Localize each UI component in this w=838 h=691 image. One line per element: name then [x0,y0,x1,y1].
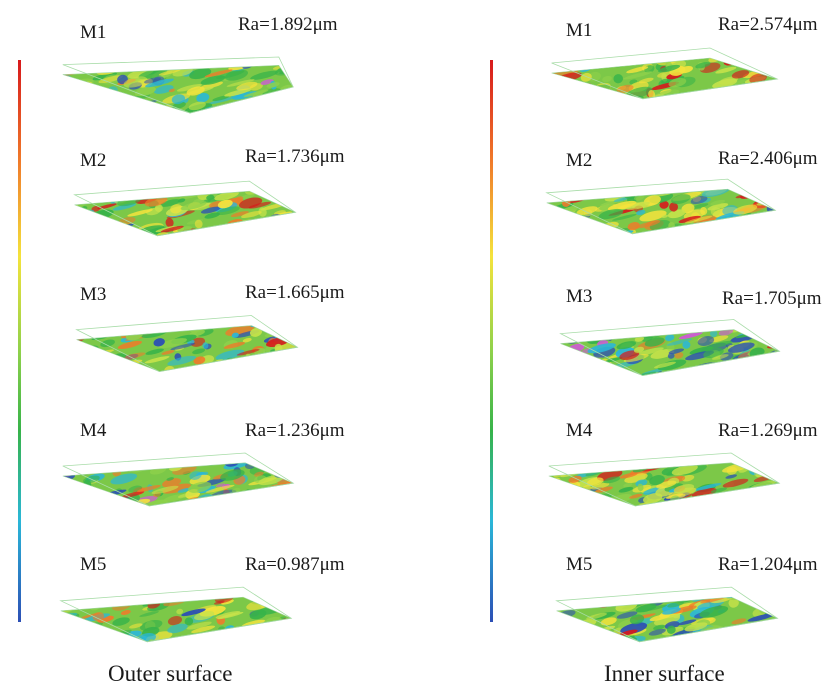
panel-inner-m4: M4 Ra=1.269μm [428,384,838,507]
surface-plot-inner-m5 [555,586,779,643]
roughness-value: Ra=1.236μm [245,420,345,441]
inner-surface-column: M1 Ra=2.574μm M2 Ra=2.406μm M3 Ra=1.705μ… [428,0,838,691]
surface-plot-inner-m3 [559,319,781,377]
surface-plot-outer-m2 [73,180,297,237]
sample-label: M4 [80,420,107,441]
sample-label: M1 [566,20,593,41]
surface-plot-inner-m1 [551,47,779,100]
roughness-value: Ra=1.665μm [245,282,345,303]
roughness-value: Ra=1.736μm [245,146,345,167]
sample-label: M4 [566,420,593,441]
colorbar-inner [490,60,493,622]
roughness-value: Ra=0.987μm [245,554,345,575]
sample-label: M5 [80,554,107,575]
panel-inner-m2: M2 Ra=2.406μm [428,128,838,246]
sample-label: M3 [80,284,107,305]
sample-label: M5 [566,554,593,575]
roughness-value: Ra=1.892μm [238,14,338,35]
panel-outer-m3: M3 Ra=1.665μm [0,256,410,374]
inner-surface-caption: Inner surface [604,661,725,686]
roughness-value: Ra=1.204μm [718,554,818,575]
sample-label: M3 [566,286,593,307]
panel-outer-m5: M5 Ra=0.987μm [0,512,410,643]
surface-plot-outer-m3 [75,315,299,373]
surface-plot-inner-m4 [548,452,781,507]
surface-plot-outer-m4 [62,452,295,507]
surface-plot-inner-m2 [545,178,777,235]
sample-label: M1 [80,22,107,43]
surface-plot-outer-m1 [62,56,294,114]
panel-outer-m1: M1 Ra=1.892μm [0,0,410,118]
panel-outer-m2: M2 Ra=1.736μm [0,128,410,246]
sample-label: M2 [566,150,593,171]
panel-inner-m3: M3 Ra=1.705μm [428,256,838,377]
roughness-value: Ra=2.406μm [718,148,818,169]
panel-inner-m1: M1 Ra=2.574μm [428,0,838,118]
panel-inner-m5: M5 Ra=1.204μm [428,512,838,643]
roughness-value: Ra=1.269μm [718,420,818,441]
panel-outer-m4: M4 Ra=1.236μm [0,384,410,507]
outer-surface-column: M1 Ra=1.892μm M2 Ra=1.736μm M3 Ra=1.665μ… [0,0,410,691]
sample-label: M2 [80,150,107,171]
roughness-value: Ra=1.705μm [722,288,822,309]
surface-plot-outer-m5 [59,586,293,643]
outer-surface-caption: Outer surface [108,661,233,686]
roughness-value: Ra=2.574μm [718,14,818,35]
colorbar-outer [18,60,21,622]
